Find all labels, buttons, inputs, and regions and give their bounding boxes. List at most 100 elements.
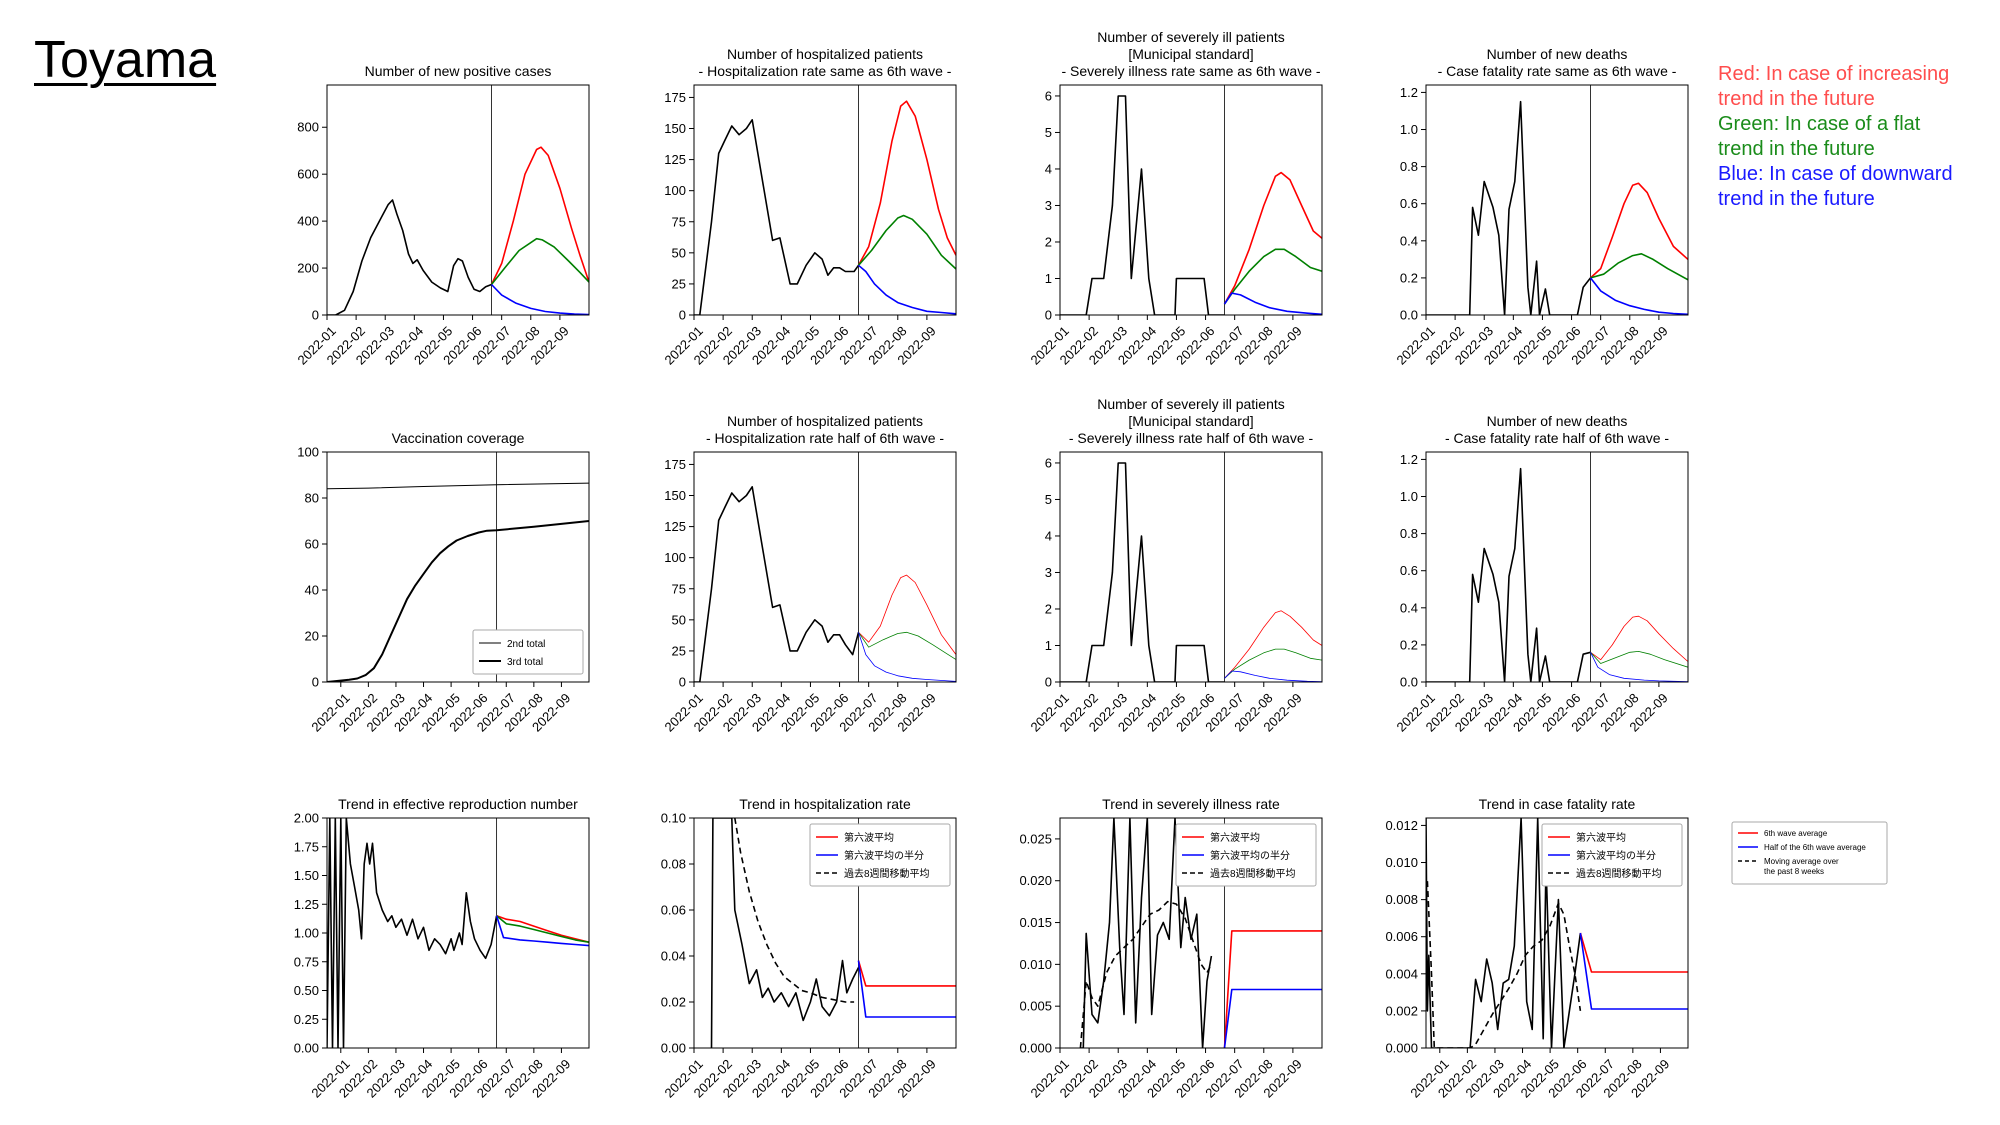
- y-tick-label: 4: [1045, 528, 1052, 543]
- series-line-2: [1079, 900, 1213, 1048]
- chart-panel-7: Number of severely ill patients[Municipa…: [1028, 396, 1323, 735]
- plot-frame: [1425, 451, 1689, 683]
- y-tick-label: 0: [679, 308, 686, 323]
- y-tick-label: 0: [1045, 308, 1052, 323]
- chart-panel-11: Trend in severely illness rate 0.000 0.005…: [1019, 796, 1323, 1101]
- y-tick-label: 100: [664, 550, 686, 565]
- chart-title: Trend in severely illness rate: [1102, 796, 1280, 812]
- series-line-3: [857, 214, 956, 270]
- note-line-3: Green: In case of a flat: [1718, 113, 1921, 135]
- y-tick-label: 0.0: [1400, 675, 1418, 690]
- series-line-2: [734, 818, 855, 1003]
- chart-title: [Municipal standard]: [1128, 413, 1253, 429]
- y-tick-label: 1.2: [1400, 452, 1418, 467]
- y-tick-label: 50: [672, 245, 686, 260]
- series-line-2: [1426, 881, 1582, 1048]
- series-line-3: [1223, 248, 1322, 305]
- y-tick-label: 0: [312, 308, 319, 323]
- y-tick-label: 5: [1045, 125, 1052, 140]
- y-tick-label: 0.08: [661, 857, 686, 872]
- chart-panel-1: Number of new positive cases 0 200 400 600 80…: [295, 63, 590, 368]
- plot-frame: [1059, 817, 1323, 1049]
- chart-panel-3: Number of severely ill patients[Municipa…: [1028, 29, 1323, 368]
- series-line-3: [1579, 932, 1688, 973]
- legend-label: 過去8週間移動平均: [1210, 867, 1296, 880]
- chart-title: Number of new deaths: [1487, 46, 1628, 62]
- series-line-4: [1223, 988, 1322, 1048]
- legend-label: 第六波平均: [1210, 831, 1260, 844]
- series-line-2: [1589, 182, 1688, 279]
- y-tick-label: 2.00: [294, 811, 319, 826]
- y-tick-label: 0: [312, 675, 319, 690]
- chart-title: - Hospitalization rate same as 6th wave …: [699, 63, 952, 79]
- legend-box: [809, 823, 951, 887]
- series-line-2: [857, 100, 956, 266]
- legend-label: 第六波平均: [844, 831, 894, 844]
- chart-panel-2: Number of hospitalized patients- Hospita…: [662, 46, 957, 368]
- color-legend-note: Red: In case of increasing trend in the …: [1718, 62, 1953, 212]
- y-tick-label: 1.0: [1400, 489, 1418, 504]
- chart-panel-5: Vaccination coverage0204060801002022-012…: [297, 430, 590, 735]
- side-legend-label: Moving average over: [1764, 857, 1839, 866]
- legend-label: 第六波平均の半分: [1576, 849, 1656, 862]
- y-tick-label: 0.006: [1385, 929, 1418, 944]
- series-line-2: [1590, 615, 1688, 662]
- plot-frame: [1425, 84, 1689, 316]
- series-line-1: [327, 482, 589, 490]
- series-line-1: [1426, 100, 1592, 315]
- y-tick-label: 0.002: [1385, 1003, 1418, 1018]
- y-tick-label: 1: [1045, 271, 1052, 286]
- y-tick-label: 100: [297, 445, 319, 460]
- note-line-6: trend in the future: [1718, 188, 1875, 210]
- note-line-5: Blue: In case of downward: [1718, 163, 1953, 185]
- side-legend-label: the past 8 weeks: [1764, 867, 1824, 876]
- y-tick-label: 0.10: [661, 811, 686, 826]
- series-line-4: [1590, 652, 1688, 682]
- y-tick-label: 6: [1045, 88, 1052, 103]
- y-tick-label: 200: [297, 261, 319, 276]
- y-tick-label: 0.010: [1385, 855, 1418, 870]
- series-line-2: [1223, 171, 1322, 305]
- y-tick-label: 0.4: [1400, 233, 1418, 248]
- series-line-2: [858, 574, 956, 655]
- legend-label: 2nd total: [507, 639, 545, 650]
- legend-label: 第六波平均の半分: [1210, 849, 1290, 862]
- chart-title: Number of new deaths: [1487, 413, 1628, 429]
- y-tick-label: 0.008: [1385, 892, 1418, 907]
- y-tick-label: 0.8: [1400, 159, 1418, 174]
- y-tick-label: 0: [1045, 675, 1052, 690]
- y-tick-label: 0.4: [1400, 600, 1418, 615]
- y-tick-label: 0: [679, 675, 686, 690]
- y-tick-label: 0.020: [1019, 873, 1052, 888]
- y-tick-label: 0.000: [1019, 1041, 1052, 1056]
- y-tick-label: 6: [1045, 455, 1052, 470]
- y-tick-label: 75: [672, 581, 686, 596]
- y-tick-label: 4: [1045, 161, 1052, 176]
- y-tick-label: 0.2: [1400, 637, 1418, 652]
- series-line-4: [490, 283, 589, 315]
- series-line-3: [1590, 651, 1688, 668]
- y-tick-label: 1: [1045, 638, 1052, 653]
- y-tick-label: 3: [1045, 565, 1052, 580]
- series-line-1: [1060, 462, 1225, 682]
- chart-title: - Case fatality rate same as 6th wave -: [1438, 63, 1677, 79]
- plot-frame: [326, 817, 590, 1049]
- series-line-1: [327, 199, 492, 315]
- chart-title: Number of hospitalized patients: [727, 46, 923, 62]
- y-tick-label: 1.00: [294, 926, 319, 941]
- series-line-3: [857, 960, 956, 987]
- y-tick-label: 40: [305, 583, 319, 598]
- series-line-2: [496, 915, 589, 943]
- y-tick-label: 0.50: [294, 983, 319, 998]
- y-tick-label: 0.000: [1385, 1041, 1418, 1056]
- y-tick-label: 125: [664, 152, 686, 167]
- y-tick-label: 150: [664, 121, 686, 136]
- series-line-2: [327, 520, 589, 682]
- y-tick-label: 1.0: [1400, 122, 1418, 137]
- y-tick-label: 2: [1045, 601, 1052, 616]
- chart-title: - Severely illness rate half of 6th wave…: [1069, 430, 1314, 446]
- y-tick-label: 0.04: [661, 949, 686, 964]
- chart-legend: 2nd total 3rd total: [472, 629, 584, 675]
- series-line-2: [490, 146, 589, 285]
- chart-panel-10: Trend in hospitalization rate 0.00 0.02 0.0…: [661, 796, 957, 1101]
